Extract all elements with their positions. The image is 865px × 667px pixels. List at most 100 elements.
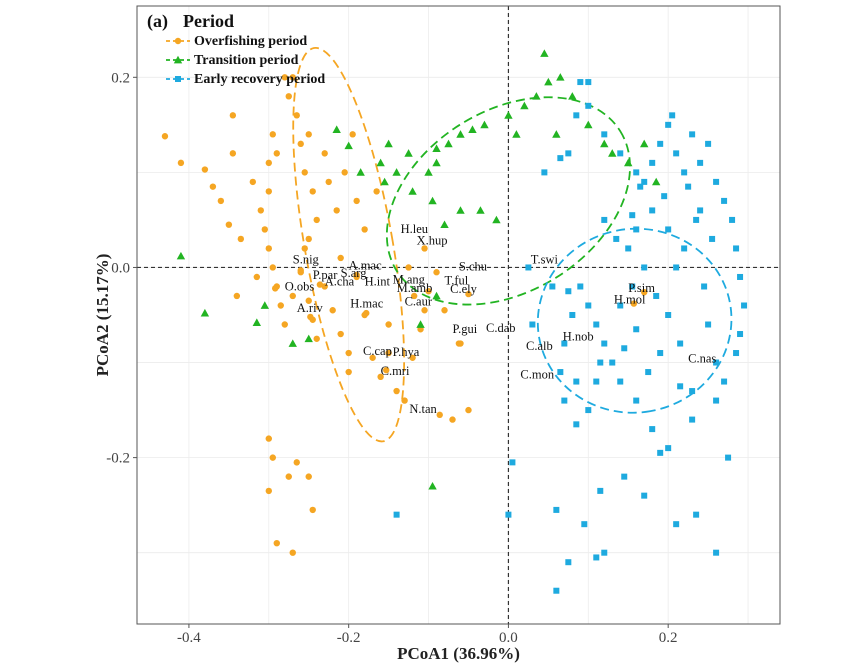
- transition-point: [260, 301, 270, 309]
- overfishing-point: [349, 131, 356, 138]
- transition-point: [556, 73, 565, 81]
- overfishing-point: [273, 150, 280, 157]
- early-recovery-point: [593, 378, 600, 385]
- transition-point: [584, 120, 593, 129]
- overfishing-point: [253, 273, 261, 281]
- overfishing-point: [329, 307, 336, 314]
- ellipse-layer: [292, 46, 733, 443]
- overfishing-point: [305, 473, 312, 480]
- overfishing-point: [361, 226, 368, 233]
- legend-label: Transition period: [194, 53, 299, 68]
- species-label: C.mri: [381, 364, 410, 378]
- early-recovery-point: [693, 216, 700, 223]
- transition-point: [432, 291, 441, 300]
- early-recovery-point: [557, 369, 564, 376]
- early-recovery-point: [669, 112, 676, 119]
- early-recovery-point: [649, 207, 656, 214]
- early-recovery-point: [661, 193, 668, 200]
- early-recovery-point: [613, 235, 620, 242]
- early-recovery-point: [737, 273, 744, 280]
- transition-point: [428, 196, 437, 205]
- overfishing-point: [237, 235, 245, 243]
- early-recovery-point: [689, 388, 696, 395]
- overfishing-point: [449, 416, 456, 423]
- early-recovery-point: [601, 216, 608, 223]
- early-recovery-point: [617, 150, 624, 157]
- early-recovery-point: [625, 245, 632, 252]
- overfishing-point: [465, 406, 472, 414]
- early-recovery-point: [601, 131, 608, 138]
- early-recovery-point: [561, 397, 568, 404]
- transition-point: [408, 187, 417, 195]
- species-point: [455, 340, 463, 347]
- overfishing-point: [337, 330, 344, 338]
- species-label: S.arg: [341, 266, 368, 280]
- species-point: [383, 366, 390, 374]
- early-recovery-point: [609, 359, 616, 366]
- transition-point: [532, 92, 541, 100]
- overfishing-point: [261, 226, 269, 233]
- transition-point: [344, 141, 353, 150]
- early-recovery-point: [175, 76, 181, 82]
- overfishing-point: [421, 245, 428, 252]
- early-recovery-point: [541, 169, 548, 176]
- early-recovery-point: [617, 302, 624, 309]
- early-recovery-point: [525, 264, 532, 271]
- early-recovery-point: [641, 492, 648, 499]
- overfishing-point: [405, 264, 412, 271]
- overfishing-point: [229, 112, 237, 119]
- early-recovery-point: [573, 421, 580, 428]
- early-recovery-point: [657, 140, 664, 147]
- species-point: [630, 300, 638, 307]
- early-recovery-point: [633, 226, 640, 233]
- transition-point: [404, 149, 413, 157]
- transition-point: [456, 206, 465, 214]
- early-recovery-point: [637, 183, 644, 190]
- overfishing-point: [377, 373, 384, 380]
- panel-tag: (a): [147, 11, 168, 32]
- transition-point: [640, 139, 649, 148]
- overfishing-point: [289, 549, 296, 556]
- species-label: C.mon: [520, 368, 554, 382]
- early-recovery-point: [657, 449, 664, 456]
- overfishing-point: [385, 349, 392, 357]
- y-tick-label: 0.2: [111, 70, 130, 86]
- species-label: P.par: [313, 268, 338, 282]
- y-tick-label: 0.0: [111, 260, 130, 276]
- overfishing-point: [209, 183, 217, 190]
- transition-point: [568, 92, 577, 100]
- transition-point: [552, 130, 561, 138]
- overfishing-point: [285, 473, 292, 480]
- early-recovery-point: [585, 407, 592, 414]
- overfishing-point: [269, 131, 276, 138]
- overfishing-point: [321, 283, 328, 290]
- transition-point: [432, 144, 441, 152]
- early-recovery-point: [509, 459, 516, 466]
- early-recovery-point: [597, 359, 604, 366]
- legend-label: Early recovery period: [194, 72, 325, 87]
- overfishing-point: [277, 302, 284, 309]
- early-recovery-point: [677, 340, 684, 347]
- overfishing-point: [345, 349, 352, 357]
- early-recovery-point: [733, 245, 740, 252]
- overfishing-point: [281, 321, 288, 328]
- tick-layer: -0.4 -0.2 0.0 0.2 -0.2 0.0 0.2: [106, 70, 677, 646]
- overfishing-point: [273, 539, 280, 547]
- overfishing-point: [433, 269, 440, 276]
- overfishing-point: [249, 178, 257, 186]
- legend-entry-overfishing: Overfishing period: [166, 34, 307, 49]
- species-label: P.hya: [393, 345, 420, 359]
- species-label: H.leu: [401, 222, 429, 236]
- overfishing-point: [309, 506, 316, 514]
- early-recovery-point: [565, 288, 572, 295]
- early-recovery-ellipse: [536, 227, 733, 414]
- overfishing-point: [293, 459, 300, 466]
- overfishing-point: [257, 207, 265, 214]
- species-point: [297, 267, 304, 274]
- panel-border: [136, 5, 781, 625]
- early-recovery-point: [633, 169, 640, 176]
- early-recovery-point: [529, 321, 536, 328]
- species-point: [271, 285, 279, 292]
- early-recovery-point: [713, 397, 720, 404]
